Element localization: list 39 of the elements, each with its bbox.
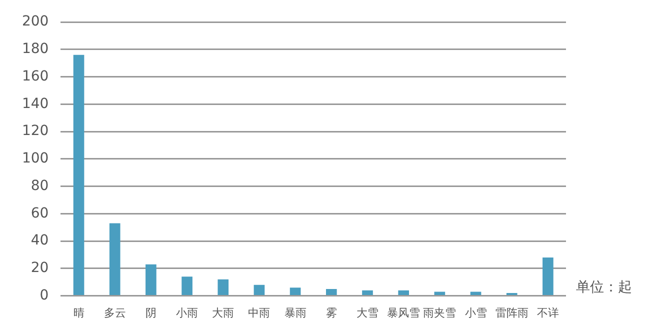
x-tick-label: 小雨 <box>176 306 198 320</box>
bar <box>290 288 301 296</box>
y-tick-label: 140 <box>22 96 49 112</box>
x-tick-label: 大雨 <box>212 306 234 320</box>
bar <box>73 54 84 296</box>
bar <box>434 292 446 296</box>
text: 单位：起 <box>576 279 632 296</box>
x-tick-label: 雾 <box>326 306 337 320</box>
y-tick-label: 180 <box>22 41 49 58</box>
x-tick-label: 暴风雪 <box>387 306 420 320</box>
x-tick-label: 暴雨 <box>284 306 306 320</box>
y-tick-label: 160 <box>22 68 49 84</box>
x-tick-label: 雨夹雪 <box>423 306 456 320</box>
bar <box>218 279 229 296</box>
x-tick-label: 雷阵雨 <box>495 306 528 320</box>
y-tick-label: 60 <box>30 205 49 222</box>
x-tick-label: 小雪 <box>464 306 487 320</box>
x-tick-label: 不详 <box>536 306 559 320</box>
x-tick-label: 中雨 <box>248 306 270 320</box>
bar <box>182 276 192 296</box>
y-tick-label: 80 <box>30 178 49 194</box>
bar <box>326 288 337 296</box>
bar <box>254 284 265 296</box>
bar <box>109 223 120 296</box>
x-tick-label: 阴 <box>145 306 156 320</box>
y-tick-label: 100 <box>22 150 49 167</box>
y-tick-label: 40 <box>30 232 49 249</box>
y-tick-label: 120 <box>22 123 49 140</box>
bar <box>398 290 410 296</box>
bar <box>470 292 482 296</box>
y-tick-label: 0 <box>40 287 49 304</box>
x-tick-label: 多云 <box>104 306 126 320</box>
bar <box>362 290 373 296</box>
y-tick-label: 20 <box>30 260 49 276</box>
bar <box>146 264 156 296</box>
y-tick-label: 200 <box>22 14 49 30</box>
x-tick-label: 晴 <box>73 306 84 320</box>
x-tick-label: 大雪 <box>356 306 378 320</box>
bar <box>542 257 554 296</box>
